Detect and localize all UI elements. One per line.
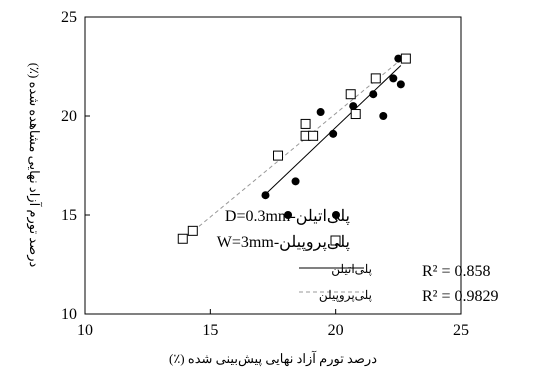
plot-area-frame	[84, 16, 462, 315]
point-polypropylene	[400, 53, 411, 64]
point-polyethylene	[396, 80, 405, 89]
point-polyethylene	[291, 177, 300, 186]
data-points	[177, 53, 411, 244]
point-polyethylene	[349, 102, 358, 111]
trendline-polypropylene	[182, 55, 407, 241]
point-polyethylene	[261, 191, 270, 200]
legend-label-polyethylene: پلی‌اتیلن-D=0.3mm	[225, 208, 350, 225]
point-polypropylene	[308, 130, 319, 141]
point-polyethylene	[369, 90, 378, 99]
y-tick-label: 10	[61, 306, 77, 323]
y-axis-title: درصد تورم آزاد نهایی مشاهده شده (٪)	[26, 63, 43, 268]
legend-label-polypropylene-trend: پلی‌پروپیلن	[319, 288, 372, 302]
point-polypropylene	[273, 150, 284, 161]
point-polyethylene	[389, 74, 398, 83]
x-tick-label: 15	[202, 322, 218, 339]
point-polyethylene	[329, 129, 338, 138]
x-axis-ticks: 10 15 20 25	[77, 309, 469, 339]
point-polyethylene	[316, 108, 325, 117]
y-axis-ticks: 10 15 20 25	[61, 9, 90, 323]
point-polypropylene	[345, 89, 356, 100]
x-axis-title: درصد تورم آزاد نهایی پیش‌بینی شده (٪)	[169, 350, 377, 367]
legend: پلی‌اتیلن-D=0.3mm پلی‌پروپیلن-W=3mm پلی‌…	[217, 208, 499, 305]
x-tick-label: 25	[453, 322, 469, 339]
point-polypropylene	[300, 118, 311, 129]
legend-label-polypropylene: پلی‌پروپیلن-W=3mm	[217, 234, 350, 251]
point-polypropylene	[187, 225, 198, 236]
legend-label-polyethylene-trend: پلی‌اتیلن	[331, 262, 372, 276]
point-polypropylene	[350, 109, 361, 120]
x-tick-label: 10	[77, 322, 93, 339]
y-tick-label: 20	[61, 108, 77, 125]
point-polyethylene	[284, 211, 293, 219]
legend-marker-polyethylene	[332, 211, 340, 219]
y-tick-label: 25	[61, 9, 77, 26]
legend-r2-polypropylene: R² = 0.9829	[422, 288, 499, 305]
point-polypropylene	[370, 73, 381, 84]
point-polyethylene	[394, 54, 403, 63]
point-polyethylene	[379, 112, 388, 120]
legend-r2-polyethylene: R² = 0.858	[422, 263, 491, 280]
legend-marker-polypropylene	[330, 235, 341, 246]
point-polypropylene	[177, 233, 188, 244]
x-tick-label: 20	[328, 322, 344, 339]
y-tick-label: 15	[61, 207, 77, 224]
